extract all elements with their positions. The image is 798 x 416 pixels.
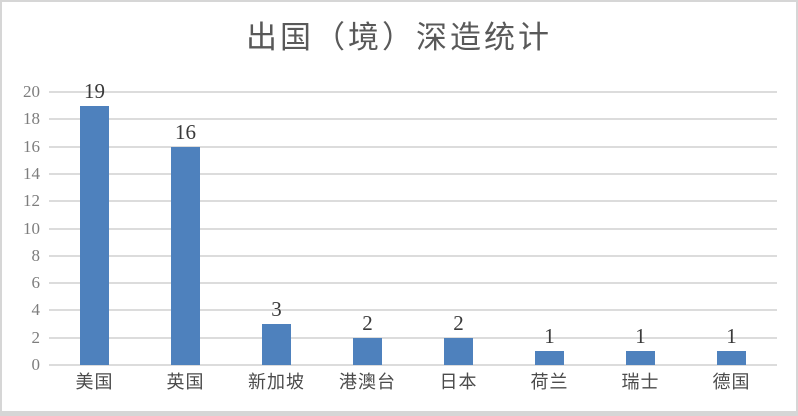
bar (444, 337, 473, 365)
bar (353, 337, 382, 365)
plot-area: 0 2 4 6 8 10 12 14 16 18 20 19 美国 16 英国 3 新加坡 2 港澳台 2 日本 1 荷兰 1… (2, 2, 796, 411)
y-axis-tick-label: 6 (31, 273, 41, 293)
chart-title: 出国（境）深造统计 (246, 20, 552, 55)
bar (626, 351, 655, 365)
gridline (49, 254, 777, 257)
bar-value-label: 2 (362, 310, 373, 335)
gridline (49, 282, 777, 285)
x-axis-category-label: 瑞士 (621, 372, 660, 392)
bar (535, 351, 564, 365)
y-axis-tick-label: 12 (23, 191, 40, 211)
gridline (49, 91, 777, 93)
gridline (49, 200, 777, 203)
y-axis-tick-label: 4 (31, 300, 41, 320)
x-axis-category-label: 荷兰 (530, 372, 569, 392)
gridline (49, 227, 777, 230)
gridline (49, 145, 777, 148)
gridline (49, 309, 777, 312)
y-axis-tick-label: 2 (31, 327, 41, 347)
bar-value-label: 16 (175, 119, 196, 144)
x-axis-category-label: 美国 (75, 372, 114, 392)
bar-value-label: 2 (453, 310, 464, 335)
x-axis-category-label: 港澳台 (339, 372, 396, 392)
bar (262, 324, 291, 365)
bar (80, 105, 109, 365)
gridline (49, 118, 777, 121)
bar-value-label: 1 (635, 324, 646, 349)
y-axis-tick-label: 10 (23, 218, 40, 238)
y-axis-tick-label: 18 (23, 109, 40, 129)
gridline (49, 364, 777, 366)
y-axis-tick-label: 20 (23, 82, 40, 101)
gridline (49, 172, 777, 175)
bar-value-label: 1 (544, 324, 555, 349)
x-axis-category-label: 日本 (439, 372, 478, 392)
x-axis-category-label: 德国 (712, 372, 751, 392)
y-axis-tick-label: 16 (23, 136, 40, 156)
y-axis-tick-label: 0 (31, 355, 41, 374)
y-axis-tick-label: 14 (23, 163, 40, 183)
gridline (49, 336, 777, 339)
bar-value-label: 3 (271, 297, 282, 322)
bar-value-label: 1 (726, 324, 737, 349)
bar-value-label: 19 (84, 78, 105, 103)
x-axis-category-label: 新加坡 (248, 372, 305, 392)
bar (171, 146, 200, 365)
y-axis-tick-label: 8 (31, 245, 41, 265)
x-axis-category-label: 英国 (166, 372, 205, 392)
bar (717, 351, 746, 365)
